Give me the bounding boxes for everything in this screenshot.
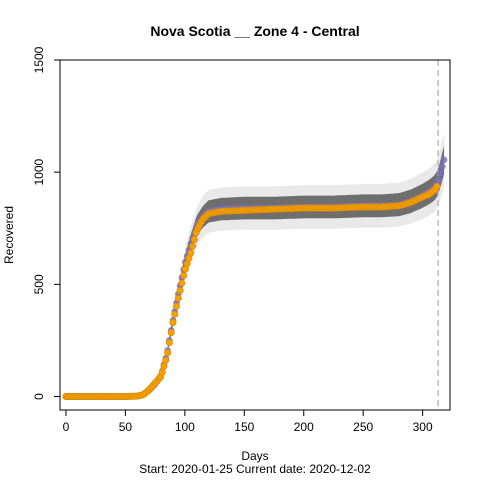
x-axis: 0 50 100 150 200 250 300 xyxy=(63,410,433,434)
y-tick-label: 500 xyxy=(32,274,46,294)
band-outer xyxy=(65,132,445,398)
observed-point xyxy=(164,349,172,357)
observed-point xyxy=(162,356,170,364)
observed-point xyxy=(167,329,175,337)
chart-title: Nova Scotia __ Zone 4 - Central xyxy=(150,23,359,39)
x-tick-label: 150 xyxy=(234,420,254,434)
observed-series xyxy=(62,182,441,400)
observed-point xyxy=(173,302,181,310)
observed-point xyxy=(160,362,168,370)
x-tick-label: 0 xyxy=(63,420,70,434)
fitted-point xyxy=(435,176,443,184)
y-tick-label: 0 xyxy=(32,393,46,400)
y-tick-label: 1500 xyxy=(32,46,46,73)
observed-point xyxy=(158,368,166,376)
x-tick-label: 300 xyxy=(413,420,433,434)
x-tick-label: 50 xyxy=(119,420,133,434)
chart-subtitle: Start: 2020-01-25 Current date: 2020-12-… xyxy=(139,462,371,476)
observed-point xyxy=(187,249,195,257)
observed-point xyxy=(433,182,441,190)
plot-frame xyxy=(59,59,451,411)
fitted-point xyxy=(439,163,446,170)
y-axis: 0 500 1000 1500 xyxy=(32,46,60,400)
observed-point xyxy=(174,294,182,302)
observed-point xyxy=(169,318,177,326)
observed-point xyxy=(176,287,184,295)
fitted-point xyxy=(440,156,448,164)
observed-point xyxy=(165,339,173,347)
observed-point xyxy=(190,236,198,244)
x-tick-label: 250 xyxy=(353,420,373,434)
observed-point xyxy=(178,279,186,287)
x-tick-label: 100 xyxy=(175,420,195,434)
fitted-point xyxy=(437,170,444,177)
y-axis-label: Recovered xyxy=(2,206,16,264)
y-tick-label: 1000 xyxy=(32,159,46,186)
band-inner xyxy=(65,145,445,398)
prediction-band xyxy=(65,132,445,398)
observed-point xyxy=(171,310,179,318)
observed-point xyxy=(189,242,197,250)
x-tick-label: 200 xyxy=(294,420,314,434)
observed-point xyxy=(180,272,188,280)
x-axis-label: Days xyxy=(241,449,268,463)
